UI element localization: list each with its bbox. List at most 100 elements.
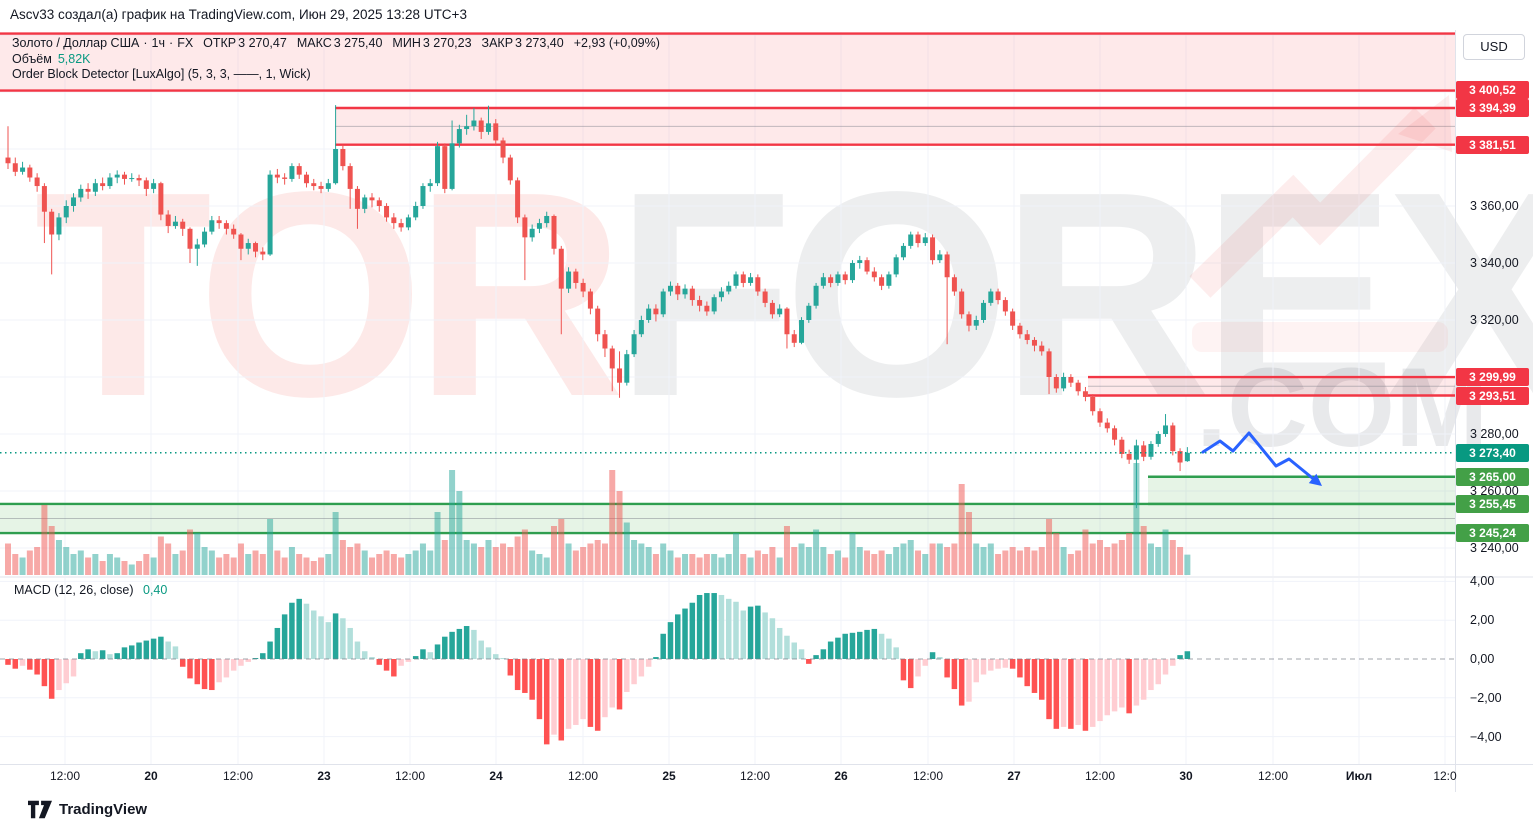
interval-label[interactable]: 1ч [151,36,166,50]
macd-histogram-bar [944,659,950,678]
volume-bar [885,554,892,575]
volume-bar [1155,547,1162,575]
watermark-arrow-head [1398,95,1452,152]
candle-down [1126,453,1132,460]
candle-down [253,243,259,252]
macd-histogram-bar [223,659,230,678]
volume-bar [1126,533,1133,575]
macd-histogram-bar [369,657,375,659]
macd-histogram-bar [1184,651,1191,659]
volume-bar [492,547,499,575]
volume-bar [441,540,448,575]
macd-histogram-bar [245,659,251,662]
volume-bar [791,547,798,575]
volume-bar [951,543,958,575]
candle-down [493,123,499,141]
tradingview-attribution[interactable]: TradingView [28,800,147,819]
candle-up [937,254,943,261]
macd-histogram-bar [143,640,150,659]
volume-bar [347,547,354,575]
candle-up [886,274,892,286]
volume-bar [915,550,921,575]
candle-down [871,271,877,278]
candle-down [602,334,608,349]
time-axis-label: 24 [489,769,503,783]
time-axis-label: 30 [1179,769,1193,783]
price-scale-divider[interactable] [1455,30,1456,792]
candle-down [828,277,834,283]
volume-bar [106,554,113,575]
macd-histogram-bar [361,651,368,659]
macd-histogram-bar [92,651,99,659]
candle-up [733,274,739,286]
candle-up [777,308,783,315]
currency-toggle-button[interactable]: USD [1463,34,1525,60]
volume-bar [456,491,463,575]
volume-bar [1009,547,1016,575]
macd-histogram-bar [78,653,84,659]
ohlc-pair: ЗАКР 3 273,40 [481,36,564,50]
candle-up [682,288,688,295]
macd-histogram-bar [878,633,885,659]
macd-histogram-bar [733,601,739,659]
macd-histogram-bar [573,659,579,725]
macd-histogram-bar [1177,655,1183,659]
volume-bar [623,522,630,575]
legend-volume-row[interactable]: Объём 5,82K [12,52,91,66]
candle-down [347,166,353,189]
candle-down [318,186,324,189]
volume-bar [1024,547,1031,575]
volume-label: Объём [12,52,52,66]
volume-bar [259,554,266,575]
volume-bar [1133,463,1140,575]
price-axis-label: 3 240,00 [1470,541,1519,555]
volume-bar [1118,540,1125,575]
candle-down [1104,422,1110,429]
candle-down [609,348,615,369]
candle-down [1053,377,1059,389]
volume-bar [631,540,638,575]
time-axis-label: 20 [144,769,158,783]
legend-symbol-row[interactable]: Золото / Доллар США · 1ч · FX ОТКР 3 270,47 МАК… [12,36,660,50]
volume-bar [936,543,943,575]
candle-up [107,177,113,187]
macd-histogram-bar [988,659,994,671]
candle-down [1068,377,1074,383]
volume-bar [725,554,732,575]
candle-down [791,334,797,343]
time-axis-label: 12:0 [1433,769,1457,783]
ohlc-pair: МИН 3 270,23 [392,36,472,50]
candle-down [930,237,936,261]
volume-bar [973,543,980,575]
volume-bar [703,554,710,575]
candle-down [180,221,186,229]
candle-down [915,234,921,244]
macd-histogram-bar [631,659,637,685]
macd-histogram-bar [1119,659,1125,708]
candle-up [1148,443,1154,457]
candle-down [85,188,91,192]
chart-share-title: Ascv33 создал(а) график на TradingView.c… [10,7,467,22]
volume-bar [1038,547,1045,575]
macd-histogram-bar [449,631,455,659]
volume-bar [1060,547,1067,575]
candle-down [1112,428,1118,440]
macd-histogram-bar [871,628,878,659]
macd-histogram-bar [543,659,550,745]
watermark-tor: TOR [34,131,625,457]
candle-down [879,277,885,286]
volume-bar [580,547,587,575]
volume-bar [369,557,375,575]
macd-histogram-bar [1126,659,1132,714]
macd-histogram-bar [624,659,630,692]
candle-up [711,297,717,312]
candle-down [500,140,506,158]
volume-bar [478,547,485,575]
macd-histogram-bar [427,652,433,659]
time-axis-label: 12:00 [912,769,944,783]
legend-indicator-row[interactable]: Order Block Detector [LuxAlgo] (5, 3, 3,… [12,67,311,81]
candle-up [646,308,652,320]
macd-legend[interactable]: MACD (12, 26, close) 0,40 [14,583,167,597]
macd-histogram-bar [740,610,747,659]
